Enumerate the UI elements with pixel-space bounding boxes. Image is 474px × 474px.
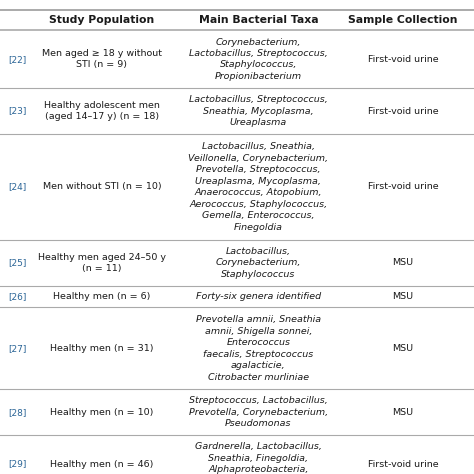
Text: [23]: [23] bbox=[9, 107, 27, 116]
Text: Gardnerella, Lactobacillus,
Sneathia, Finegoldia,
Alphaproteobacteria,
Prevotell: Gardnerella, Lactobacillus, Sneathia, Fi… bbox=[195, 442, 322, 474]
Text: MSU: MSU bbox=[392, 344, 413, 353]
Text: Men aged ≥ 18 y without
STI (n = 9): Men aged ≥ 18 y without STI (n = 9) bbox=[42, 49, 162, 70]
Text: Healthy men (n = 10): Healthy men (n = 10) bbox=[50, 408, 154, 417]
Text: Study Population: Study Population bbox=[49, 15, 155, 26]
Text: Prevotella amnii, Sneathia
amnii, Shigella sonnei,
Enterococcus
faecalis, Strept: Prevotella amnii, Sneathia amnii, Shigel… bbox=[196, 315, 321, 382]
Text: Corynebacterium,
Lactobacillus, Streptococcus,
Staphylococcus,
Propionibacterium: Corynebacterium, Lactobacillus, Streptoc… bbox=[189, 37, 328, 81]
Text: Lactobacillus, Streptococcus,
Sneathia, Mycoplasma,
Ureaplasma: Lactobacillus, Streptococcus, Sneathia, … bbox=[189, 95, 328, 127]
Text: Lactobacillus,
Corynebacterium,
Staphylococcus: Lactobacillus, Corynebacterium, Staphylo… bbox=[216, 247, 301, 279]
Text: [25]: [25] bbox=[9, 258, 27, 267]
Text: [29]: [29] bbox=[9, 460, 27, 468]
Text: Healthy men aged 24–50 y
(n = 11): Healthy men aged 24–50 y (n = 11) bbox=[38, 253, 166, 273]
Text: Main Bacterial Taxa: Main Bacterial Taxa bbox=[199, 15, 318, 26]
Text: [28]: [28] bbox=[9, 408, 27, 417]
Text: Lactobacillus, Sneathia,
Veillonella, Corynebacterium,
Prevotella, Streptococcus: Lactobacillus, Sneathia, Veillonella, Co… bbox=[188, 142, 328, 232]
Text: [27]: [27] bbox=[9, 344, 27, 353]
Text: Forty-six genera identified: Forty-six genera identified bbox=[196, 292, 321, 301]
Text: [26]: [26] bbox=[9, 292, 27, 301]
Text: Healthy adolescent men
(aged 14–17 y) (n = 18): Healthy adolescent men (aged 14–17 y) (n… bbox=[44, 101, 160, 121]
Text: MSU: MSU bbox=[392, 408, 413, 417]
Text: Streptococcus, Lactobacillus,
Prevotella, Corynebacterium,
Pseudomonas: Streptococcus, Lactobacillus, Prevotella… bbox=[189, 396, 328, 428]
Text: First-void urine: First-void urine bbox=[368, 182, 438, 191]
Text: First-void urine: First-void urine bbox=[368, 55, 438, 64]
Text: Healthy men (n = 6): Healthy men (n = 6) bbox=[53, 292, 151, 301]
Text: MSU: MSU bbox=[392, 292, 413, 301]
Text: First-void urine: First-void urine bbox=[368, 107, 438, 116]
Text: [24]: [24] bbox=[9, 182, 27, 191]
Text: MSU: MSU bbox=[392, 258, 413, 267]
Text: Healthy men (n = 31): Healthy men (n = 31) bbox=[50, 344, 154, 353]
Text: Men without STI (n = 10): Men without STI (n = 10) bbox=[43, 182, 161, 191]
Text: First-void urine: First-void urine bbox=[368, 460, 438, 468]
Text: Healthy men (n = 46): Healthy men (n = 46) bbox=[50, 460, 154, 468]
Text: [22]: [22] bbox=[9, 55, 27, 64]
Text: Sample Collection: Sample Collection bbox=[348, 15, 458, 26]
